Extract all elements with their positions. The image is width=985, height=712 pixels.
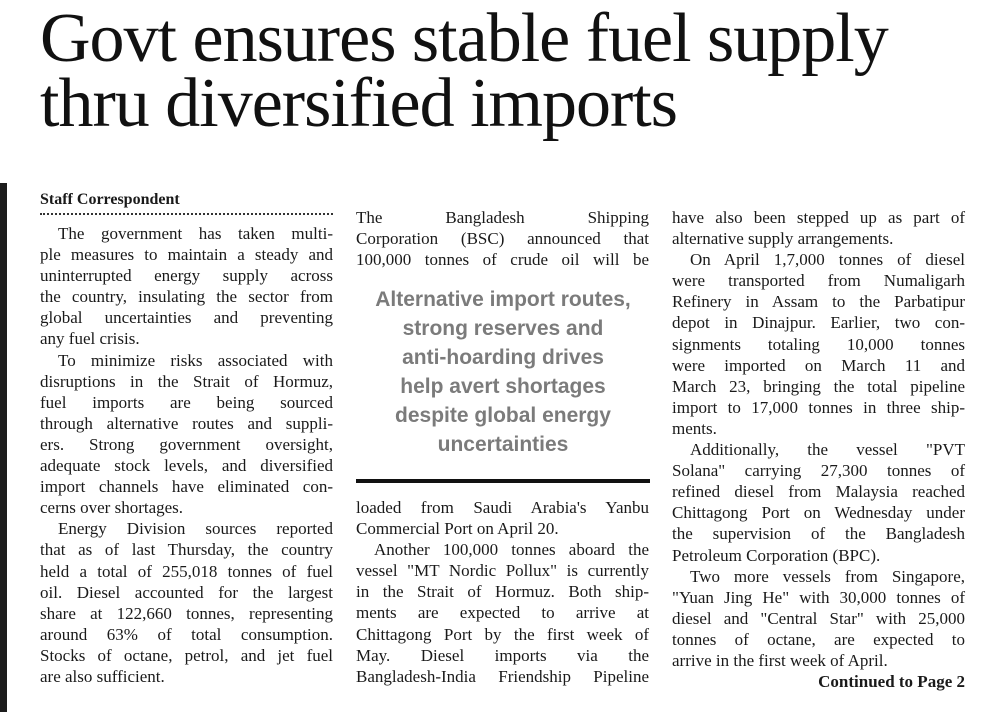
text-line: Another 100,000 tonnes aboard the: [374, 540, 649, 560]
text-line: alternative supply arrangements.: [672, 229, 894, 249]
text-line: ers. Strong government oversight,: [40, 434, 333, 454]
text-line: 100,000 tonnes of crude oil will be: [356, 250, 649, 270]
paragraph: Energy Division sources reported that as …: [40, 518, 333, 687]
headline-line-2: thru diversified imports: [40, 65, 678, 142]
text-line: The government has taken multi-: [58, 224, 333, 243]
column-2-top: The Bangladesh Shipping Corporation (BSC)…: [356, 207, 649, 270]
byline: Staff Correspondent: [40, 191, 180, 208]
pull-quote-line: strong reserves and: [402, 317, 604, 340]
text-line: loaded from Saudi Arabia's Yanbu: [356, 498, 649, 517]
text-line: share at 122,660 tonnes, representing: [40, 603, 333, 623]
pull-quote-line: help avert shortages: [400, 375, 606, 398]
text-line: depot in Dinajpur. Earlier, two con-: [672, 313, 965, 333]
text-line: "Yuan Jing He" with 30,000 tonnes of: [672, 587, 965, 607]
text-line: the supervision of the Bangladesh: [672, 524, 965, 544]
headline-line-1: Govt ensures stable fuel supply: [40, 0, 889, 77]
paragraph: Another 100,000 tonnes aboard the vessel …: [356, 539, 649, 687]
text-line: March 23, bringing the total pipeline: [672, 376, 965, 396]
pull-quote-line: Alternative import routes,: [375, 288, 631, 311]
text-line: Solana" carrying 27,300 tonnes of: [672, 461, 965, 481]
column-1-body: The government has taken multi-ple measu…: [40, 223, 333, 687]
text-line: To minimize risks associated with: [58, 350, 333, 370]
text-line: tonnes of octane, are expected to: [672, 629, 965, 649]
text-line: refined diesel from Malaysia reached: [672, 482, 965, 502]
text-line: On April 1,7,000 tonnes of diesel: [690, 250, 965, 270]
text-line: import channels have eliminated con-: [40, 477, 333, 497]
text-line: were imported on March 11 and: [672, 355, 965, 375]
text-line: arrive in the first week of April.: [672, 650, 888, 670]
paragraph: To minimize risks associated with disrupt…: [40, 350, 333, 519]
text-line: May. Diesel imports via the: [356, 645, 649, 665]
dotted-divider: [40, 213, 333, 215]
pull-quote: Alternative import routes, strong reserv…: [356, 285, 650, 459]
column-3: have also been stepped up as part of alte…: [672, 207, 965, 692]
text-line: held a total of 255,018 tonnes of fuel: [40, 561, 333, 581]
column-3-body: have also been stepped up as part of alte…: [672, 207, 965, 671]
text-line: import to 17,000 tonnes in three ship-: [672, 397, 965, 417]
paragraph: Two more vessels from Singapore, "Yuan Ji…: [672, 566, 965, 671]
text-line: Petroleum Corporation (BPC).: [672, 545, 881, 565]
column-2-bottom: loaded from Saudi Arabia's Yanbu Commerci…: [356, 497, 649, 687]
text-line: Chittagong Port on Wednesday under: [672, 503, 965, 523]
text-line: uninterrupted energy supply across: [40, 266, 333, 286]
text-line: Two more vessels from Singapore,: [690, 566, 965, 586]
pull-quote-line: anti-hoarding drives: [402, 346, 604, 369]
text-line: in the Strait of Hormuz. Both ship-: [356, 582, 649, 602]
headline: Govt ensures stable fuel supply thru div…: [40, 0, 970, 142]
text-line: Refinery in Assam to the Parbatipur: [672, 292, 965, 312]
text-line: Chittagong Port by the first week of: [356, 624, 649, 644]
text-line: were transported from Numaligarh: [672, 271, 965, 291]
text-line: vessel "MT Nordic Pollux" is currently: [356, 561, 649, 581]
text-line: global uncertainties and preventing: [40, 308, 333, 328]
pull-quote-line: uncertainties: [437, 433, 569, 456]
page-edge-shadow: [0, 183, 7, 712]
pull-quote-rule: [356, 479, 650, 483]
text-line: any fuel crisis.: [40, 329, 140, 349]
text-line: ple measures to maintain a steady and: [40, 245, 333, 265]
text-line: The Bangladesh Shipping: [356, 208, 649, 227]
column-2-bottom-body: loaded from Saudi Arabia's Yanbu Commerci…: [356, 497, 649, 687]
paragraph: The Bangladesh Shipping Corporation (BSC)…: [356, 207, 649, 270]
text-line: are also sufficient.: [40, 666, 165, 686]
text-line: diesel and "Central Star" with 25,000: [672, 608, 965, 628]
text-line: Corporation (BSC) announced that: [356, 229, 649, 249]
text-line: ments are expected to arrive at: [356, 603, 649, 623]
text-line: Commercial Port on April 20.: [356, 519, 559, 539]
column-2-top-body: The Bangladesh Shipping Corporation (BSC)…: [356, 207, 649, 270]
text-line: around 63% of total consumption.: [40, 624, 333, 644]
paragraph: The government has taken multi-ple measu…: [40, 223, 333, 350]
text-line: cerns over shortages.: [40, 498, 184, 518]
text-line: Bangladesh-India Friendship Pipeline: [356, 666, 649, 686]
continued-link[interactable]: Continued to Page 2: [818, 672, 965, 692]
text-line: adequate stock levels, and diversified: [40, 456, 333, 476]
text-line: Additionally, the vessel "PVT: [690, 440, 965, 460]
text-line: have also been stepped up as part of: [672, 208, 965, 227]
text-line: the country, insulating the sector from: [40, 287, 333, 307]
paragraph: loaded from Saudi Arabia's Yanbu Commerci…: [356, 497, 649, 539]
paragraph: have also been stepped up as part of alte…: [672, 207, 965, 249]
text-line: that as of last Thursday, the country: [40, 540, 333, 560]
text-line: Energy Division sources reported: [58, 519, 333, 539]
text-line: ments.: [672, 418, 717, 438]
column-1: Staff Correspondent The government has t…: [40, 190, 333, 687]
text-line: fuel imports are being sourced: [40, 392, 333, 412]
text-line: oil. Diesel accounted for the largest: [40, 582, 333, 602]
paragraph: On April 1,7,000 tonnes of diesel were tr…: [672, 249, 965, 439]
pull-quote-line: despite global energy: [395, 404, 611, 427]
text-line: through alternative routes and suppli-: [40, 413, 333, 433]
text-line: Stocks of octane, petrol, and jet fuel: [40, 645, 333, 665]
text-line: signments totaling 10,000 tonnes: [672, 334, 965, 354]
text-line: disruptions in the Strait of Hormuz,: [40, 371, 333, 391]
paragraph: Additionally, the vessel "PVT Solana" car…: [672, 439, 965, 566]
